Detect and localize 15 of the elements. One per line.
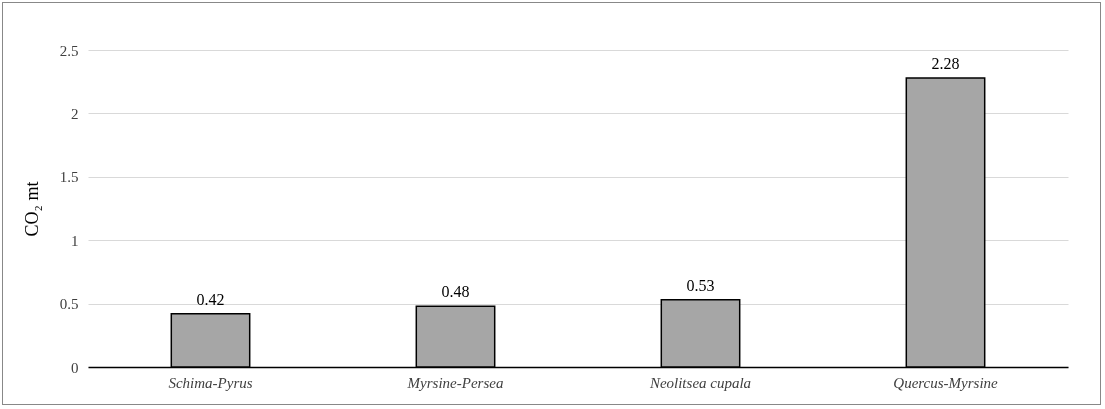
y-tick-label: 1 [71,232,79,249]
data-label: 0.42 [196,290,225,308]
y-tick-label: 2.5 [59,42,79,59]
x-tick-label: Schima-Pyrus [168,374,253,391]
data-label: 0.48 [441,283,470,301]
y-tick-label: 2 [71,105,79,122]
x-tick-label: Myrsine-Persea [406,374,504,391]
y-tick-label: 0.5 [59,296,79,313]
y-tick-label: 1.5 [59,169,79,186]
y-axis-title: CO₂ mt [21,181,42,237]
y-tick-label: 0 [71,359,79,376]
x-tick-label: Quercus-Myrsine [893,374,999,391]
data-label: 2.28 [931,54,960,72]
x-tick-label: Neolitsea cupala [648,374,752,391]
data-label: 0.53 [686,276,715,294]
